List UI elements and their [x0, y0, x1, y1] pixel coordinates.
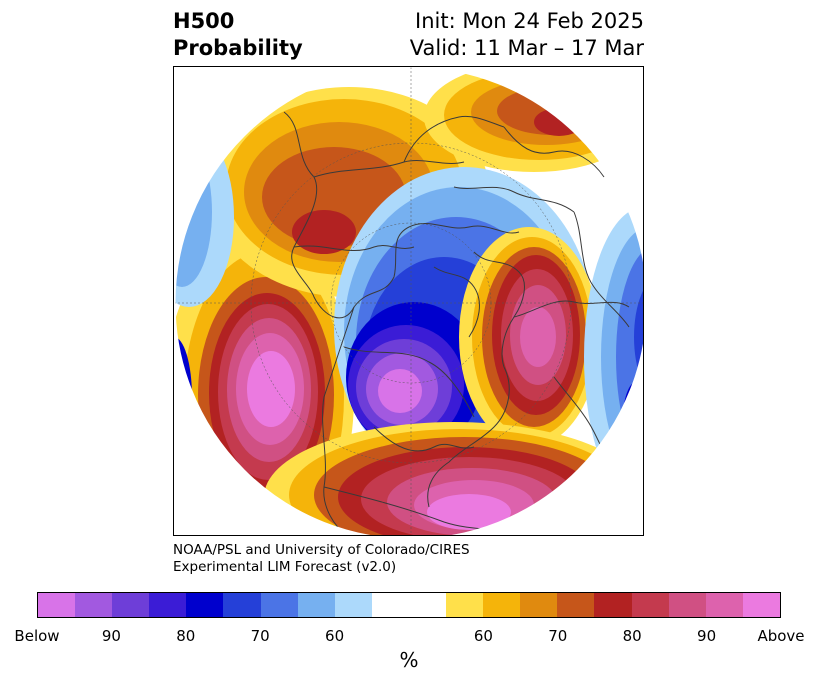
colorbar-segment — [223, 593, 261, 617]
title-block: H500 Probability — [173, 8, 303, 62]
anomaly-positive-atlantic — [459, 227, 599, 447]
probability-map — [173, 66, 644, 536]
colorbar-tick-label: Above — [757, 627, 805, 645]
colorbar-tick-label: 70 — [250, 627, 270, 645]
colorbar-segment — [75, 593, 113, 617]
colorbar-tick-label: 60 — [325, 627, 345, 645]
colorbar-segment — [668, 593, 706, 617]
colorbar-tick-label: 80 — [622, 627, 642, 645]
polar-map-svg — [174, 67, 643, 535]
credit-line-1: NOAA/PSL and University of Colorado/CIRE… — [173, 542, 470, 558]
init-date-label: Init: Mon 24 Feb 2025 — [415, 9, 644, 33]
colorbar-segment — [483, 593, 521, 617]
valid-date-label: Valid: 11 Mar – 17 Mar — [409, 36, 644, 60]
colorbar-segment — [38, 593, 76, 617]
colorbar-segment — [705, 593, 743, 617]
colorbar-segment — [297, 593, 335, 617]
map-disk-edge — [174, 67, 643, 535]
colorbar-segment — [446, 593, 484, 617]
colorbar-tick-label: 80 — [176, 627, 196, 645]
colorbar-segment — [631, 593, 669, 617]
colorbar-segment — [594, 593, 632, 617]
colorbar-segment — [408, 593, 447, 617]
credit-line-2: Experimental LIM Forecast (v2.0) — [173, 559, 397, 575]
colorbar-segment — [520, 593, 558, 617]
probability-field — [175, 67, 643, 535]
map-title: H500 — [173, 9, 235, 33]
graticule — [175, 67, 643, 535]
colorbar-tick-label: 90 — [697, 627, 717, 645]
colorbar-segment — [260, 593, 298, 617]
colorbar-segment — [371, 593, 409, 617]
colorbar-segment — [186, 593, 224, 617]
anomaly-positive-northeast — [424, 67, 643, 172]
colorbar-segment — [742, 593, 780, 617]
colorbar-segment — [334, 593, 372, 617]
colorbar-tick-label: 60 — [473, 627, 493, 645]
colorbar-segment — [149, 593, 187, 617]
map-subtitle: Probability — [173, 36, 303, 60]
credit-block: NOAA/PSL and University of Colorado/CIRE… — [173, 542, 470, 576]
colorbar-unit-label: % — [399, 648, 419, 672]
colorbar — [37, 592, 781, 618]
colorbar-tick-label: 90 — [101, 627, 121, 645]
colorbar-segment — [112, 593, 150, 617]
colorbar-tick-label: Below — [14, 627, 60, 645]
colorbar-segment — [557, 593, 595, 617]
colorbar-tick-label: 70 — [548, 627, 568, 645]
date-block: Init: Mon 24 Feb 2025 Valid: 11 Mar – 17… — [410, 8, 644, 62]
